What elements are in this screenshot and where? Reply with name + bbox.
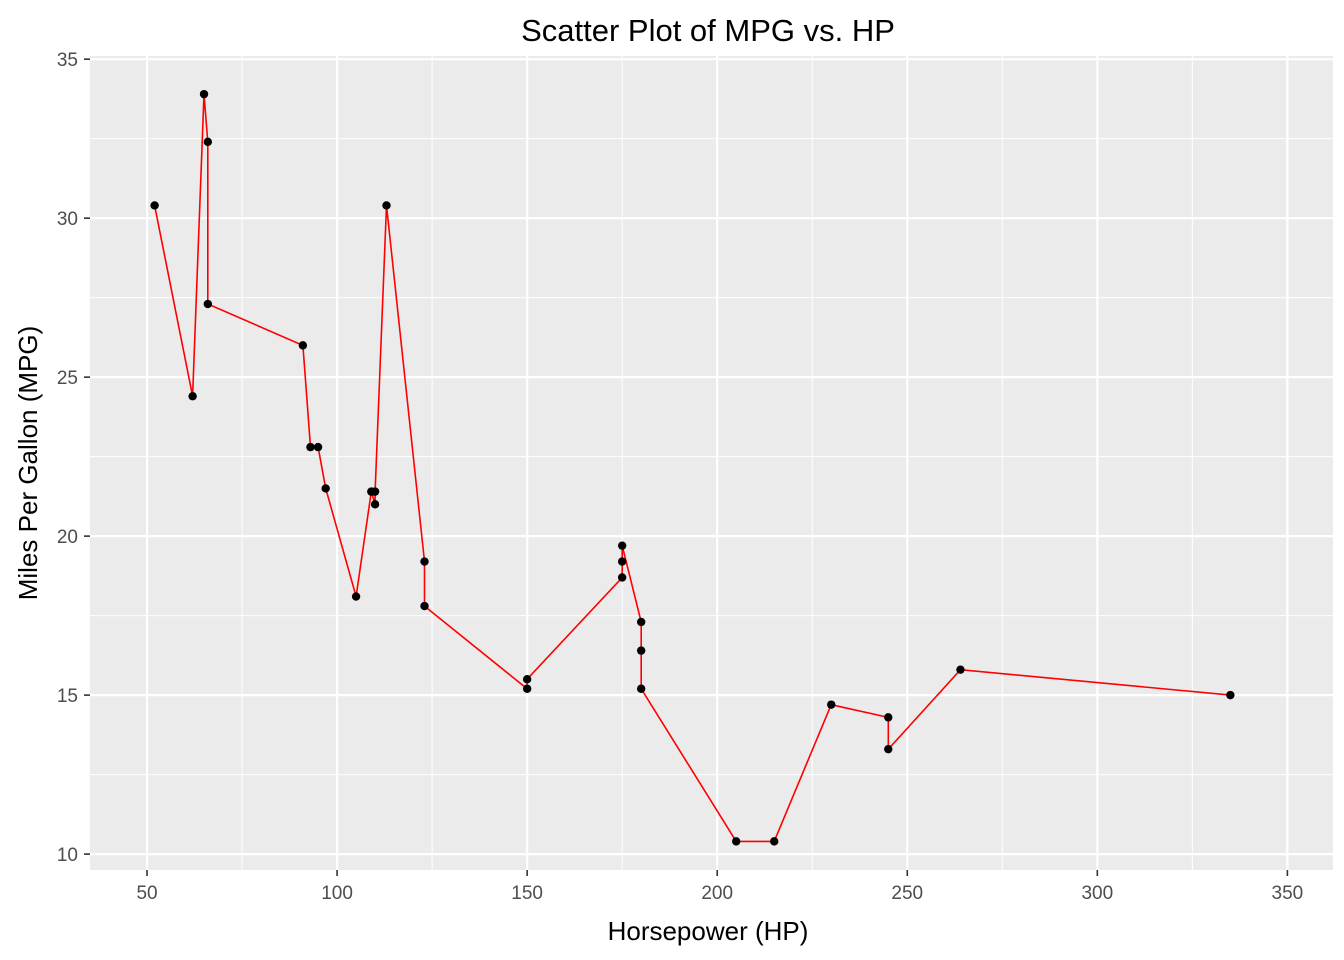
data-point (884, 713, 893, 722)
y-tick-label: 30 (57, 209, 78, 230)
data-point (370, 500, 380, 509)
data-point (827, 700, 836, 709)
data-point (203, 299, 213, 309)
y-axis-title: Miles Per Gallon (MPG) (13, 326, 43, 601)
data-point (884, 744, 893, 754)
x-axis-ticks: 50 100 150 200 250 300 350 (136, 870, 1303, 904)
data-point (636, 617, 646, 627)
x-tick-label: 250 (891, 883, 923, 904)
x-tick-label: 200 (701, 883, 733, 904)
y-axis-ticks: 10 15 20 25 30 35 (57, 50, 90, 866)
data-point (522, 684, 532, 693)
data-point (199, 89, 209, 99)
grid-major (90, 56, 1333, 870)
data-point (770, 837, 779, 846)
data-point (420, 601, 429, 611)
data-point (306, 442, 315, 452)
data-point (382, 201, 391, 210)
x-tick-label: 350 (1272, 883, 1304, 904)
data-point (617, 541, 627, 550)
data-point (321, 484, 330, 493)
data-point (298, 341, 308, 350)
data-point (956, 665, 965, 674)
data-point (370, 487, 380, 496)
x-tick-label: 50 (136, 883, 157, 904)
chart-title: Scatter Plot of MPG vs. HP (521, 13, 895, 48)
x-tick-label: 100 (321, 883, 353, 904)
data-point (636, 684, 646, 693)
y-tick-label: 25 (57, 368, 78, 389)
x-tick-label: 150 (511, 883, 543, 904)
data-point (617, 557, 627, 566)
y-tick-label: 15 (57, 686, 78, 707)
data-point (732, 837, 741, 846)
plot-panel (90, 56, 1333, 870)
data-point (150, 201, 159, 210)
y-tick-label: 35 (57, 50, 78, 71)
data-point (188, 392, 197, 401)
data-points (150, 89, 1235, 846)
x-axis-title: Horsepower (HP) (608, 916, 809, 946)
grid-minor (90, 56, 1333, 870)
data-point (522, 675, 532, 684)
data-point (1226, 690, 1235, 700)
x-tick-label: 300 (1081, 883, 1113, 904)
y-tick-label: 20 (57, 527, 78, 548)
data-point (351, 592, 361, 601)
data-point (636, 646, 646, 655)
y-tick-label: 10 (57, 845, 78, 866)
data-point (617, 573, 627, 582)
data-point (420, 557, 429, 566)
data-point (313, 442, 323, 452)
data-point (203, 137, 213, 147)
